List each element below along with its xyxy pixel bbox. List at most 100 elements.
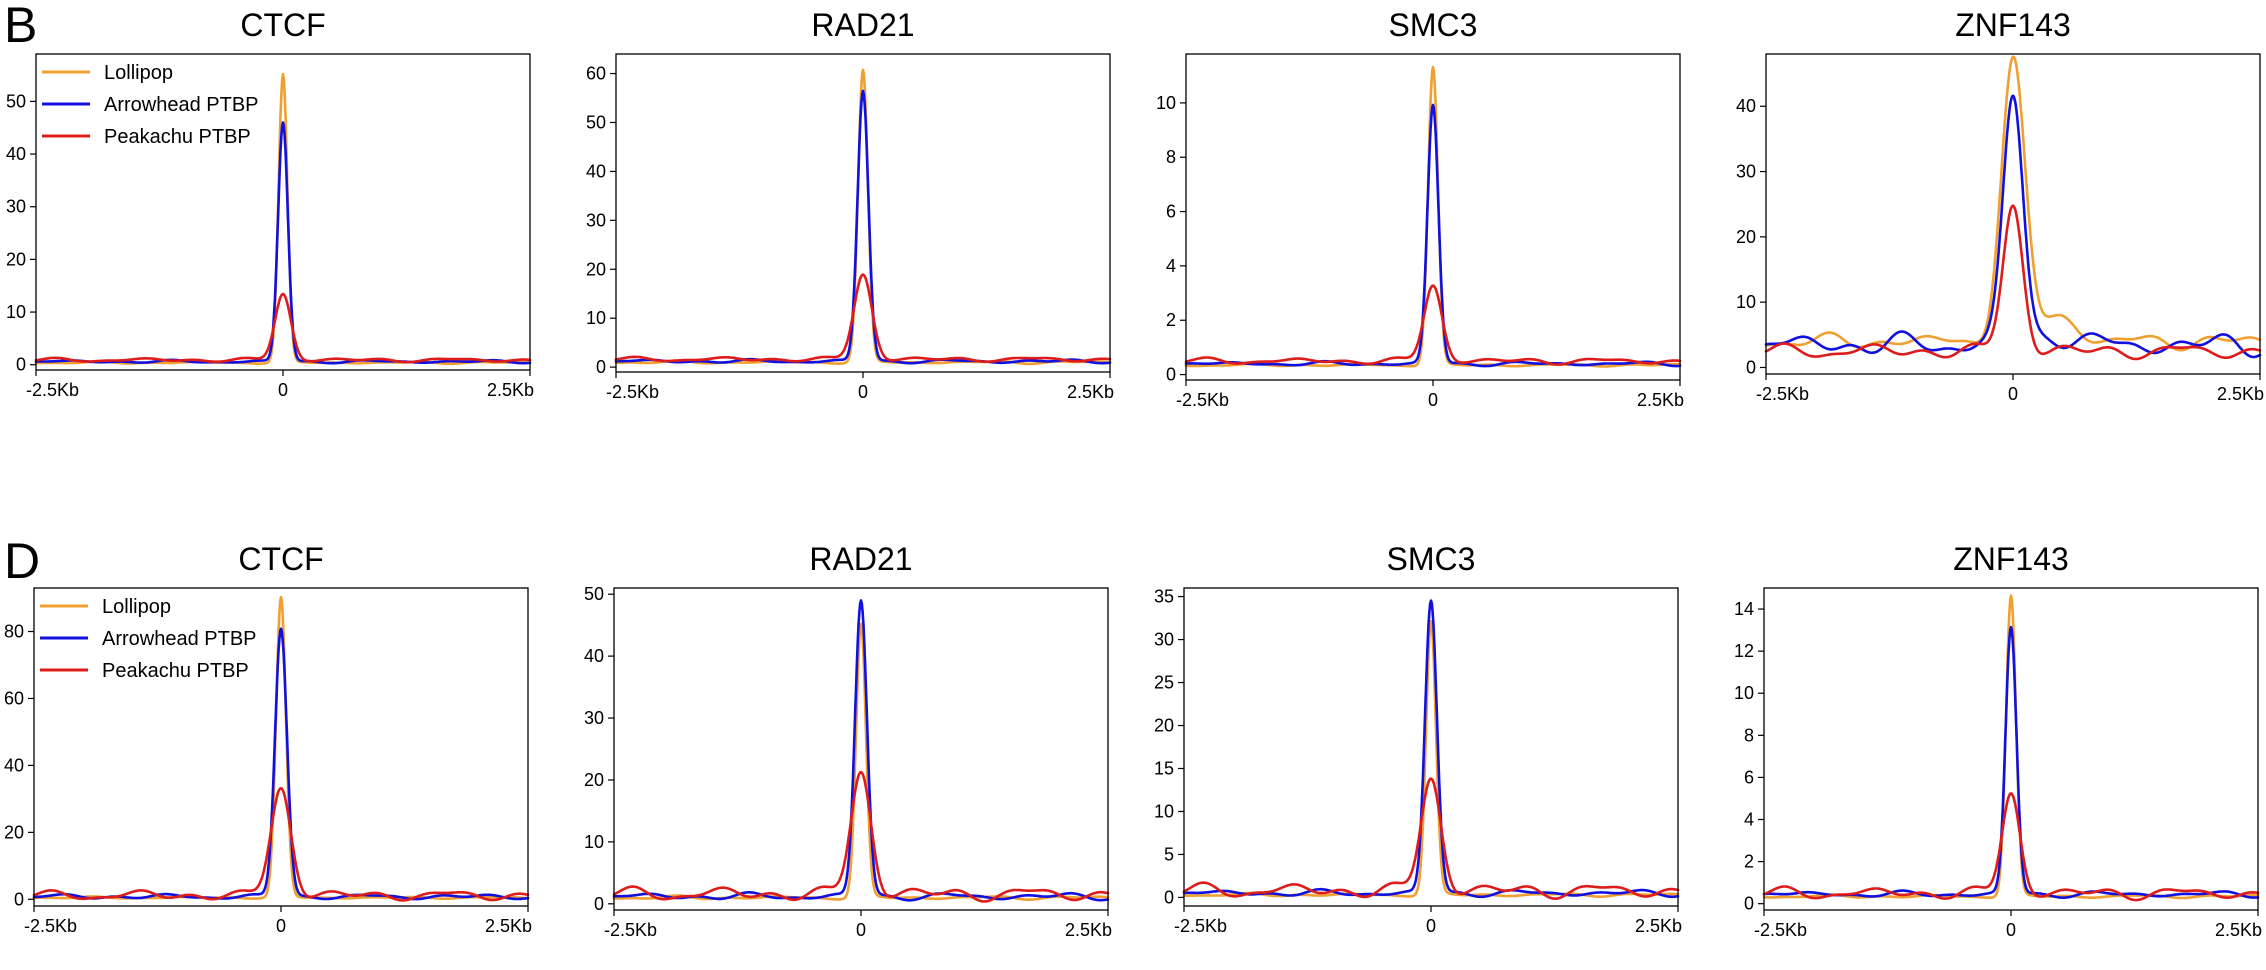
series-line-arrowhead-ptbp	[614, 89, 1112, 365]
chart-title: RAD21	[811, 7, 914, 43]
y-tick-label: 30	[6, 197, 26, 217]
y-tick-label: 10	[6, 302, 26, 322]
y-tick-label: 60	[586, 64, 606, 84]
series-line-arrowhead-ptbp	[1184, 103, 1682, 368]
y-tick-label: 50	[586, 112, 606, 132]
x-tick-label: -2.5Kb	[26, 380, 79, 400]
x-tick-label: 2.5Kb	[1635, 916, 1682, 936]
y-tick-label: 20	[4, 822, 24, 842]
series-line-arrowhead-ptbp	[1762, 625, 2260, 899]
y-tick-label: 20	[1154, 716, 1174, 736]
y-tick-label: 0	[1166, 365, 1176, 385]
y-tick-label: 30	[1736, 162, 1756, 182]
y-tick-label: 40	[6, 144, 26, 164]
x-tick-label: 2.5Kb	[1065, 920, 1112, 940]
x-tick-label: 0	[276, 916, 286, 936]
legend-label: Lollipop	[104, 62, 173, 84]
legend-label: Arrowhead PTBP	[102, 628, 257, 650]
y-tick-label: 0	[14, 889, 24, 909]
y-tick-label: 0	[1744, 894, 1754, 914]
plot-frame	[1185, 53, 1681, 381]
y-tick-label: 80	[4, 622, 24, 642]
y-tick-label: 0	[1164, 887, 1174, 907]
series-line-peakachu-ptbp	[34, 292, 532, 364]
x-tick-label: -2.5Kb	[606, 382, 659, 402]
y-tick-label: 40	[586, 161, 606, 181]
y-tick-label: 10	[586, 308, 606, 328]
x-tick-label: 2.5Kb	[1067, 382, 1114, 402]
legend-label: Peakachu PTBP	[102, 660, 249, 682]
x-tick-label: 0	[856, 920, 866, 940]
series-line-peakachu-ptbp	[32, 786, 530, 902]
x-tick-label: 2.5Kb	[2215, 920, 2262, 940]
series-line-arrowhead-ptbp	[612, 599, 1110, 902]
chart-title: SMC3	[1387, 541, 1476, 577]
legend-label: Arrowhead PTBP	[104, 94, 259, 116]
series-line-lollipop	[612, 622, 1110, 901]
x-tick-label: -2.5Kb	[1176, 390, 1229, 410]
y-tick-label: 30	[584, 708, 604, 728]
x-tick-label: -2.5Kb	[1756, 384, 1809, 404]
series-line-peakachu-ptbp	[1762, 792, 2260, 902]
y-tick-label: 10	[584, 832, 604, 852]
x-tick-label: -2.5Kb	[24, 916, 77, 936]
plot-frame	[615, 53, 1111, 373]
y-tick-label: 0	[596, 357, 606, 377]
legend-label: Lollipop	[102, 596, 171, 618]
x-tick-label: -2.5Kb	[1754, 920, 1807, 940]
legend: Lollipop Arrowhead PTBP Peakachu PTBP	[42, 62, 259, 148]
y-tick-label: 2	[1744, 852, 1754, 872]
y-tick-label: 20	[586, 259, 606, 279]
chart-title: SMC3	[1389, 7, 1478, 43]
y-tick-label: 8	[1744, 725, 1754, 745]
legend: Lollipop Arrowhead PTBP Peakachu PTBP	[40, 596, 257, 682]
legend-label: Peakachu PTBP	[104, 126, 251, 148]
x-tick-label: 0	[1426, 916, 1436, 936]
plot-frame	[613, 587, 1109, 911]
y-tick-label: 50	[6, 91, 26, 111]
y-tick-label: 50	[584, 584, 604, 604]
chart-title: ZNF143	[1953, 541, 2069, 577]
x-tick-label: 0	[1428, 390, 1438, 410]
y-tick-label: 6	[1166, 202, 1176, 222]
x-tick-label: 2.5Kb	[2217, 384, 2264, 404]
plot-frame	[1765, 53, 2261, 375]
y-tick-label: 30	[586, 210, 606, 230]
x-tick-label: 0	[858, 382, 868, 402]
y-tick-label: 40	[1736, 96, 1756, 116]
y-tick-label: 0	[1746, 357, 1756, 377]
plot-frame	[1183, 587, 1679, 907]
y-tick-label: 6	[1744, 767, 1754, 787]
series-line-arrowhead-ptbp	[1764, 94, 2262, 359]
x-tick-label: 0	[278, 380, 288, 400]
series-line-arrowhead-ptbp	[34, 121, 532, 365]
panel-letter-b: B	[4, 0, 37, 53]
y-tick-label: 60	[4, 688, 24, 708]
x-tick-label: -2.5Kb	[1174, 916, 1227, 936]
series-line-lollipop	[34, 72, 532, 366]
chart-title: RAD21	[809, 541, 912, 577]
x-tick-label: 2.5Kb	[485, 916, 532, 936]
y-tick-label: 0	[16, 355, 26, 375]
y-tick-label: 10	[1154, 801, 1174, 821]
y-tick-label: 4	[1166, 256, 1176, 276]
y-tick-label: 30	[1154, 630, 1174, 650]
y-tick-label: 10	[1156, 93, 1176, 113]
y-tick-label: 10	[1736, 292, 1756, 312]
x-tick-label: 0	[2008, 384, 2018, 404]
y-tick-label: 20	[1736, 227, 1756, 247]
series-line-lollipop	[614, 68, 1112, 366]
y-tick-label: 35	[1154, 587, 1174, 607]
y-tick-label: 4	[1744, 810, 1754, 830]
series-line-lollipop	[1762, 594, 2260, 900]
y-tick-label: 0	[594, 894, 604, 914]
